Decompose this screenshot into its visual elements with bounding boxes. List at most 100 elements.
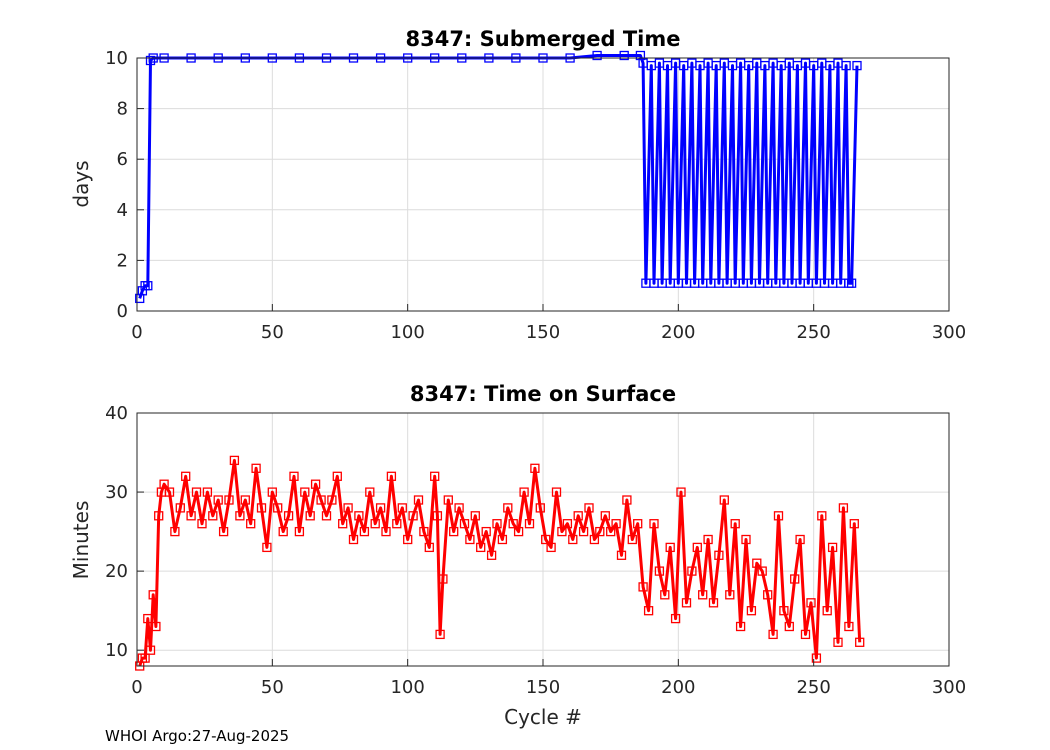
surface-time-data-point <box>611 519 621 529</box>
surface-time-data-point <box>327 495 337 505</box>
surface-time-data-point <box>589 534 600 545</box>
surface-time-data-point <box>725 590 735 600</box>
surface-time-data-point <box>503 503 513 513</box>
submerged-time-ytick-label: 10 <box>105 48 128 69</box>
surface-time-data-point <box>470 511 480 521</box>
surface-time-data-point <box>844 621 854 632</box>
surface-time-data-point <box>294 526 305 537</box>
surface-time-data-point <box>752 558 762 568</box>
surface-time-data-point <box>638 582 648 592</box>
surface-time-data-point <box>145 645 156 655</box>
surface-time-data-point <box>773 511 784 521</box>
surface-time-data-point <box>283 511 294 521</box>
surface-time-data-point <box>140 653 150 663</box>
surface-time-data-point <box>476 542 486 553</box>
surface-time-data-point <box>278 526 288 537</box>
surface-time-data-point <box>714 550 724 560</box>
submerged-time-data-point <box>852 60 862 71</box>
surface-time-data-point <box>164 487 175 497</box>
surface-time-data-point <box>578 526 589 537</box>
surface-time-chart: 0 50 100 150 200 250 300 10 20 30 40 8347: Time on… <box>69 382 966 729</box>
surface-time-data-point <box>616 550 627 560</box>
surface-time-data-point <box>386 471 397 481</box>
surface-time-data-point <box>551 487 562 497</box>
surface-time-data-point <box>600 511 610 521</box>
submerged-time-data-point <box>841 60 851 71</box>
submerged-time-xtick-label: 0 <box>131 322 142 343</box>
surface-time-data-point <box>665 542 675 553</box>
surface-time-data-point <box>790 574 800 584</box>
surface-time-data-point <box>497 534 508 545</box>
submerged-time-xtick-label: 250 <box>796 322 830 343</box>
surface-time-data-point <box>148 590 158 600</box>
surface-time-data-point <box>698 590 708 600</box>
submerged-time-data-point <box>846 278 857 288</box>
surface-time-data-point <box>251 463 261 473</box>
surface-time-data-point <box>681 598 692 608</box>
submerged-time-ytick-label: 8 <box>117 99 128 120</box>
surface-time-data-point <box>654 566 665 576</box>
surface-time-data-point <box>606 526 616 537</box>
surface-time-xtick-label: 200 <box>661 677 695 698</box>
surface-time-data-point <box>449 526 459 537</box>
surface-time-data-point <box>159 479 169 489</box>
submerged-time-ytick-label: 4 <box>117 200 128 221</box>
surface-time-ylabel: Minutes <box>69 501 93 580</box>
submerged-time-ytick-label: 6 <box>117 149 128 170</box>
surface-time-data-point <box>316 495 326 505</box>
surface-time-xtick-label: 50 <box>261 677 284 698</box>
surface-time-data-point <box>240 495 250 505</box>
surface-time-data-point <box>213 495 223 505</box>
submerged-time-data-point <box>592 50 602 61</box>
surface-time-data-point <box>338 519 348 529</box>
surface-time-data-point <box>557 526 567 537</box>
submerged-time-ytick-label: 2 <box>117 250 128 271</box>
surface-time-data-point <box>365 487 375 497</box>
submerged-time-data-point <box>137 286 148 296</box>
submerged-time-data-point <box>145 55 156 66</box>
surface-time-data-point <box>343 503 353 513</box>
surface-time-data-point <box>300 487 310 497</box>
surface-time-data-point <box>562 519 573 529</box>
surface-time-data-point <box>811 653 822 663</box>
surface-time-data-point <box>687 566 697 576</box>
surface-time-data-point <box>170 526 180 537</box>
surface-time-data-point <box>459 519 470 529</box>
surface-time-data-point <box>359 526 370 537</box>
surface-time-data-point <box>643 606 654 616</box>
surface-time-data-point <box>746 606 757 616</box>
surface-time-data-point <box>524 519 535 529</box>
surface-time-data-point <box>454 503 464 513</box>
surface-time-data-point <box>708 598 719 608</box>
surface-time-data-point <box>267 487 277 497</box>
surface-time-data-point <box>806 598 816 608</box>
surface-time-data-point <box>627 534 637 545</box>
surface-time-data-point <box>392 519 402 529</box>
surface-time-data-point <box>660 590 670 600</box>
surface-time-data-point <box>838 503 849 513</box>
surface-time-data-point <box>256 503 267 513</box>
surface-time-data-point <box>432 511 443 521</box>
surface-time-data-point <box>622 495 632 505</box>
surface-time-data-point <box>465 534 475 545</box>
surface-time-data-point <box>181 471 191 481</box>
surface-time-data-point <box>741 534 751 545</box>
submerged-time-ticks: 0 50 100 150 200 250 300 0 2 4 6 8 10 <box>105 48 966 343</box>
surface-time-ticks: 0 50 100 150 200 250 300 10 20 30 40 <box>105 403 966 698</box>
surface-time-data-point <box>800 629 811 640</box>
surface-time-xtick-label: 150 <box>526 677 560 698</box>
surface-time-data-point <box>273 503 283 513</box>
surface-time-data-point <box>763 590 773 600</box>
surface-time-data-point <box>229 455 240 466</box>
surface-time-data-point <box>424 542 434 553</box>
surface-time-data-point <box>584 503 594 513</box>
surface-time-data-point <box>795 534 805 545</box>
surface-time-data-point <box>154 511 164 521</box>
submerged-time-xtick-label: 300 <box>932 322 966 343</box>
surface-time-data-point <box>397 503 407 513</box>
surface-time-data-point <box>670 613 681 624</box>
surface-time-data-point <box>541 534 551 545</box>
surface-time-data-point <box>530 463 540 473</box>
surface-time-data-point <box>202 487 213 497</box>
